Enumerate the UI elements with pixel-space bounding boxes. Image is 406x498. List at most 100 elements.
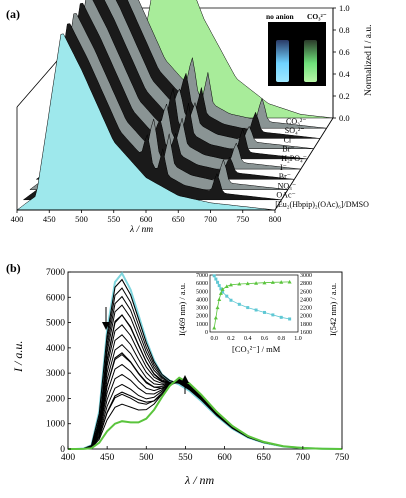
series-label: SO₄²⁻ <box>285 126 305 135</box>
x-tick-label-b: 700 <box>296 453 311 463</box>
inset-y-right-tick-label: 2200 <box>300 306 312 312</box>
spectrum-trace <box>68 378 343 450</box>
y-tick-label-b: 3000 <box>46 369 65 379</box>
y-tick-label-b: 5000 <box>46 319 65 329</box>
panel-a: (a) 400 450 500 550 600 650 700 750 800 λ / nm 0… <box>6 0 374 235</box>
plot-frame-b <box>67 271 343 450</box>
spectrum-trace <box>68 377 343 450</box>
series-label: [Eu₂(Hbpip)₂(OAc)₆]/DMSO <box>275 200 369 209</box>
inset-point-542 <box>262 280 267 285</box>
series-trace-0 <box>16 33 276 211</box>
series-label: Cl⁻ <box>284 135 296 144</box>
series-label: Br⁻ <box>279 172 291 181</box>
panel-b-label: (b) <box>6 261 21 275</box>
z-tick-label: 0.2 <box>339 91 350 101</box>
panel-a-label: (a) <box>6 7 20 21</box>
inset-point-469 <box>237 302 241 306</box>
inset-x-tick-label: 0.2 <box>227 336 235 342</box>
inset-y-left-tick-label: 7000 <box>196 273 208 279</box>
x-tick-label-a: 800 <box>269 214 282 224</box>
inset-point-469 <box>229 298 233 302</box>
y-axis-label-b: I / a.u. <box>11 341 25 373</box>
x-tick-label-a: 600 <box>140 214 153 224</box>
titration-inset: 0.0 0.2 0.4 0.6 0.8 1.0 0 1000 2000 3000 4000 5000 6… <box>177 273 338 354</box>
inset-point-469 <box>219 287 223 291</box>
vial-no-anion <box>276 40 289 82</box>
x-tick-label-a: 400 <box>11 214 24 224</box>
inset-point-469 <box>225 294 229 298</box>
inset-y-left-tick-label: 0 <box>205 330 208 336</box>
x-tick-label-b: 550 <box>178 453 193 463</box>
series-label: Br⁻ <box>282 145 294 154</box>
x-tick-label-a: 700 <box>204 214 217 224</box>
z-tick-label: 0.4 <box>339 69 350 79</box>
z-ticks: 0.0 0.2 0.4 0.6 0.8 1.0 <box>333 3 350 123</box>
inset-point-542 <box>224 284 229 288</box>
inset-point-469 <box>288 317 292 321</box>
series-label: CO₃²⁻ <box>286 117 307 126</box>
x-axis-label-a: λ / nm <box>129 225 153 235</box>
inset-y-left-tick-label: 2000 <box>196 314 208 320</box>
inset-point-469 <box>221 290 225 294</box>
y-tick-label-b: 4000 <box>46 344 65 354</box>
z-tick-label: 0.0 <box>339 113 350 123</box>
inset-x-tick-label: 0.6 <box>261 336 269 342</box>
inset-y-right-tick-label: 2600 <box>300 289 312 295</box>
spectrum-trace <box>68 378 343 450</box>
y-tick-label-b: 2000 <box>46 394 65 404</box>
emission-spectra <box>68 271 343 450</box>
x-tick-label-b: 400 <box>61 453 76 463</box>
x-tick-label-a: 750 <box>236 214 249 224</box>
inset-point-469 <box>254 308 258 312</box>
series-label: I⁻ <box>280 163 287 172</box>
x-tick-label-a: 650 <box>172 214 185 224</box>
inset-y-left-tick-label: 5000 <box>196 289 208 295</box>
inset-point-542 <box>213 315 218 320</box>
vial-photo-inset: no anion CO₃²⁻ <box>266 12 327 86</box>
inset-y-left-label: I(469 nm) / a.u. <box>177 283 187 336</box>
inset-y-right-tick-label: 1800 <box>300 322 312 328</box>
inset-point-469 <box>216 280 220 284</box>
depth-axis-line <box>274 117 334 211</box>
arrow-increase <box>181 375 189 394</box>
spectrum-series-4 <box>68 379 343 450</box>
z-tick-label: 1.0 <box>339 3 350 13</box>
inset-point-469 <box>262 310 266 314</box>
inset-point-542 <box>245 281 250 286</box>
panel-a-series <box>16 0 334 211</box>
inset-y-right-tick-label: 3000 <box>300 273 312 279</box>
inset-y-left-tick-label: 1000 <box>196 322 208 328</box>
inset-point-542 <box>254 281 259 285</box>
inset-y-right-tick-label: 2400 <box>300 297 312 303</box>
inset-point-469 <box>279 315 283 319</box>
inset-x-tick-label: 1.0 <box>294 336 302 342</box>
inset-point-542 <box>237 281 242 286</box>
inset-point-542 <box>218 291 223 295</box>
series-label: OAc⁻ <box>276 191 295 200</box>
series-label: H₂PO₄⁻ <box>281 154 307 163</box>
inset-y-left-tick-label: 4000 <box>196 297 208 303</box>
x-tick-label-b: 750 <box>335 453 350 463</box>
arrow-decrease <box>102 307 110 330</box>
spectrum-series-5 <box>68 376 343 450</box>
x-tick-label-a: 500 <box>75 214 88 224</box>
series-label: NO₃⁻ <box>278 181 297 190</box>
x-tick-label-b: 500 <box>139 453 154 463</box>
inset-x-label: [CO₃²⁻] / mM <box>232 344 281 354</box>
inset-y-left-tick-label: 6000 <box>196 281 208 287</box>
inset-point-469 <box>212 274 216 278</box>
z-tick-label: 0.6 <box>339 47 350 57</box>
inset-y-right-tick-label: 2800 <box>300 281 312 287</box>
y-tick-label-b: 1000 <box>46 420 65 430</box>
inset-ticks: 0.0 0.2 0.4 0.6 0.8 1.0 0 1000 2000 3000 4000 5000 6… <box>196 273 312 342</box>
x-tick-label-b: 650 <box>257 453 272 463</box>
inset-point-469 <box>271 313 275 317</box>
inset-point-542 <box>215 305 220 310</box>
inset-point-469 <box>214 277 218 281</box>
inset-label-carbonate: CO₃²⁻ <box>307 12 327 21</box>
inset-point-542 <box>228 282 233 287</box>
inset-x-tick-label: 0.4 <box>244 336 252 342</box>
inset-point-542 <box>279 280 284 284</box>
